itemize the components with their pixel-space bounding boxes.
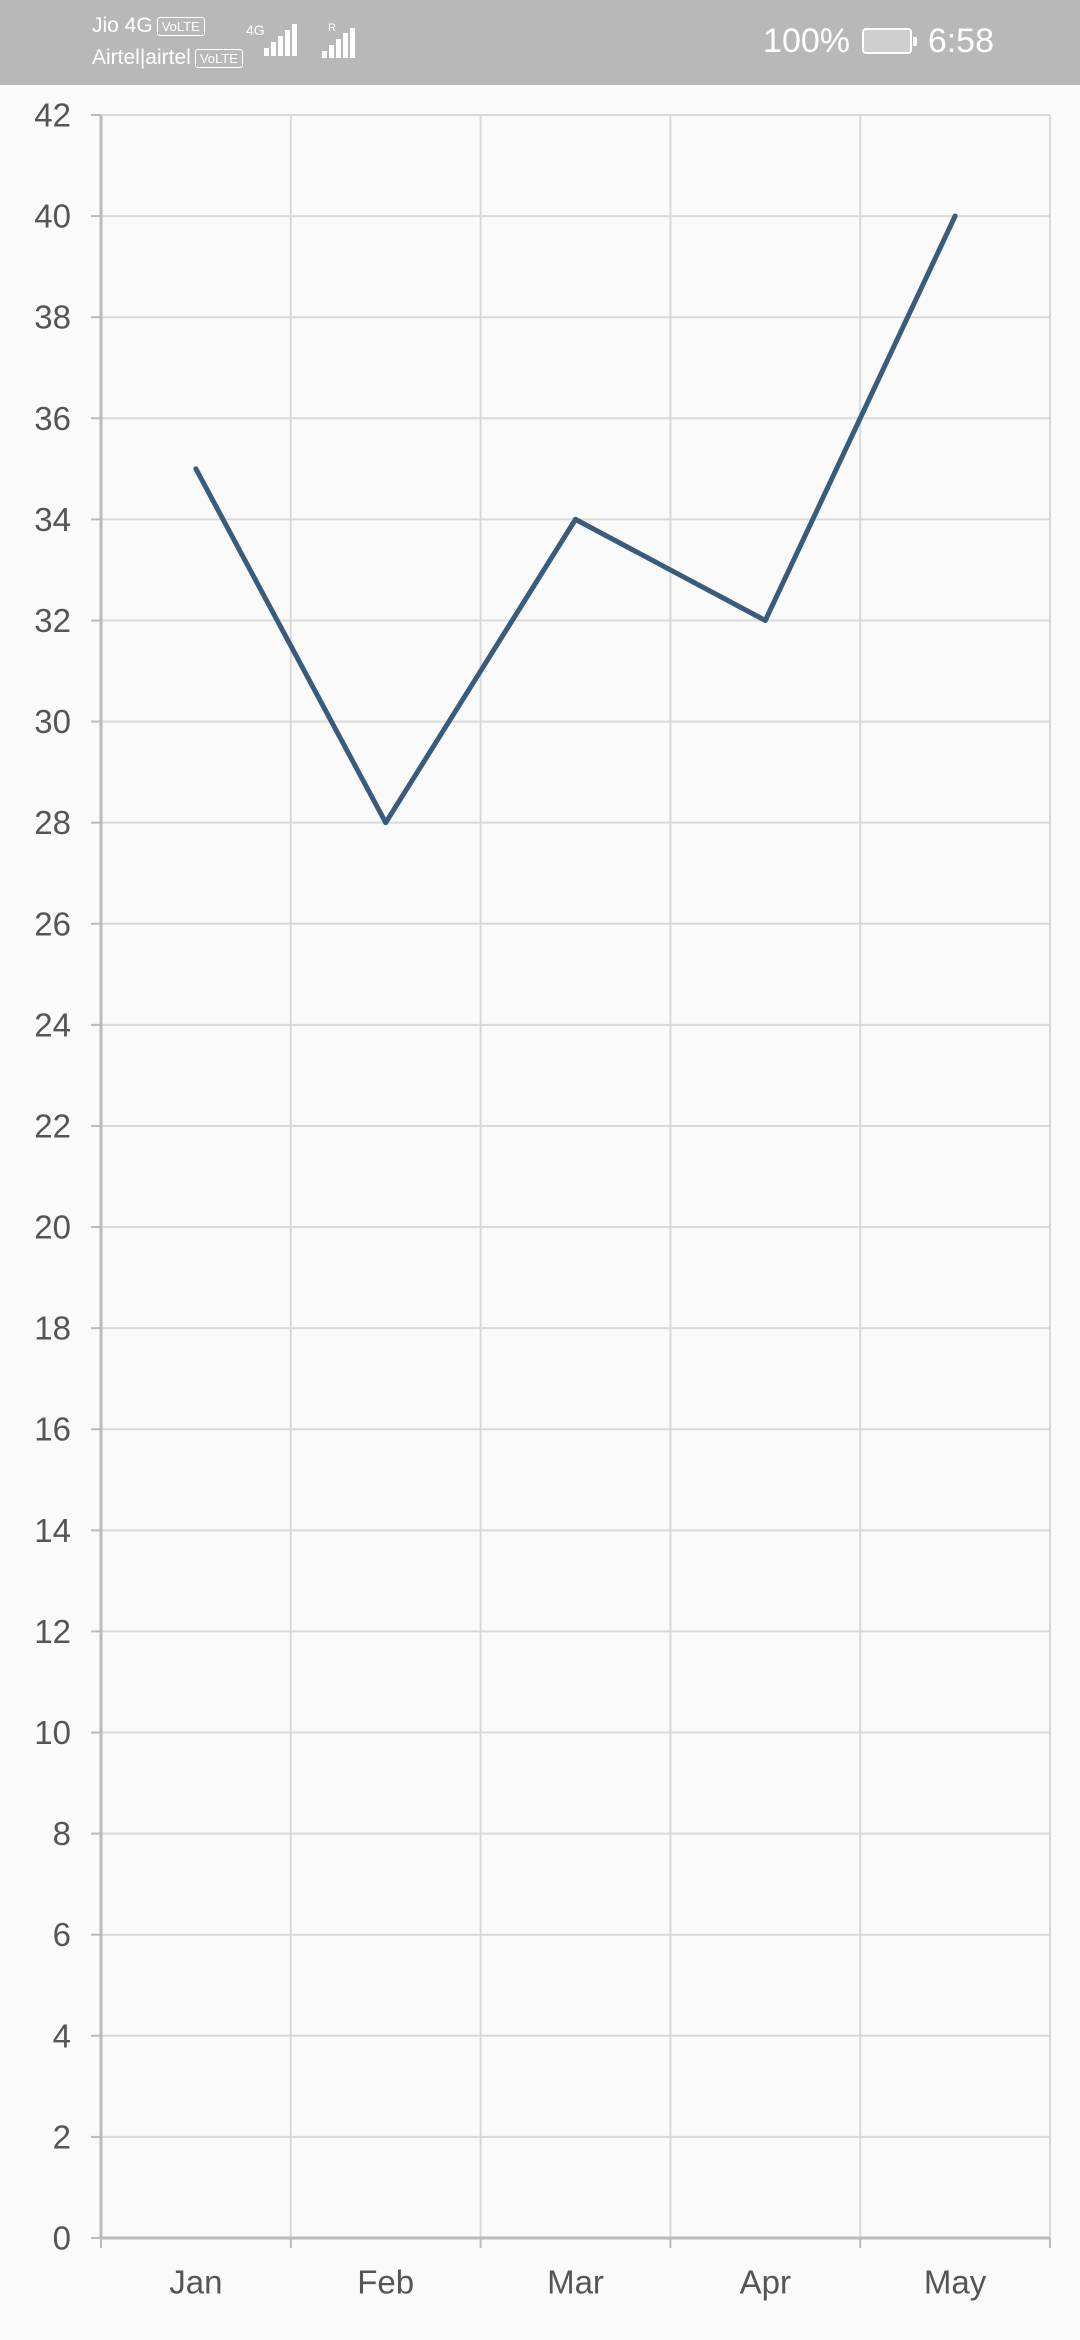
y-tick-label: 2 (53, 2118, 71, 2155)
clock: 6:58 (927, 22, 994, 60)
carrier-1-label: Jio 4G (92, 14, 153, 37)
y-tick-label: 24 (34, 1006, 71, 1043)
y-tick-label: 4 (53, 2017, 71, 2054)
data-point (573, 516, 578, 522)
y-tick-label: 14 (34, 1512, 71, 1549)
y-tick-label: 18 (34, 1310, 71, 1347)
series-layer (193, 213, 958, 826)
y-tick-label: 12 (34, 1613, 71, 1650)
data-point (952, 213, 958, 219)
y-tick-label: 16 (34, 1411, 71, 1448)
status-bar: Jio 4G VoLTE Airtel|airtel VoLTE 4G R 100%… (0, 0, 1080, 85)
y-tick-label: 28 (34, 804, 71, 841)
y-tick-label: 40 (34, 198, 71, 235)
x-tick-label: May (924, 2264, 987, 2301)
carrier-1: Jio 4G VoLTE (92, 14, 205, 38)
battery-icon (862, 28, 917, 54)
axes (91, 114, 1051, 2248)
y-tick-label: 34 (34, 501, 71, 538)
volte-badge-1: VoLTE (156, 16, 205, 36)
data-point (762, 617, 768, 623)
line-chart: 024681012141618202224262830323436384042 … (34, 97, 1051, 2301)
x-tick-label: Feb (357, 2264, 414, 2301)
roaming-label: R (328, 22, 336, 34)
data-point (193, 466, 199, 472)
y-tick-label: 38 (34, 299, 71, 336)
y-tick-label: 42 (34, 97, 71, 134)
y-tick-label: 32 (34, 602, 71, 639)
grid-lines (100, 114, 1051, 2239)
signal-icon-sim2 (322, 28, 356, 58)
y-tick-label: 26 (34, 905, 71, 942)
x-tick-label: Mar (547, 2264, 604, 2301)
carrier-2-label: Airtel|airtel (92, 46, 191, 69)
y-tick-label: 22 (34, 1107, 71, 1144)
data-point (383, 820, 389, 826)
y-tick-label: 6 (53, 1916, 71, 1953)
network-type-label: 4G (246, 22, 265, 38)
x-tick-labels: Jan Feb Mar Apr May (169, 2264, 986, 2301)
x-tick-label: Apr (740, 2264, 791, 2301)
y-tick-label: 30 (34, 703, 71, 740)
x-tick-label: Jan (169, 2264, 222, 2301)
battery-percent: 100% (763, 22, 850, 60)
volte-badge-2: VoLTE (194, 48, 243, 68)
y-tick-label: 0 (53, 2220, 71, 2257)
carrier-2: Airtel|airtel VoLTE (92, 46, 243, 70)
signal-icon-sim1 (264, 24, 298, 56)
y-tick-label: 20 (34, 1209, 71, 1246)
y-tick-label: 36 (34, 400, 71, 437)
y-tick-label: 8 (53, 1815, 71, 1852)
y-tick-label: 10 (34, 1714, 71, 1751)
